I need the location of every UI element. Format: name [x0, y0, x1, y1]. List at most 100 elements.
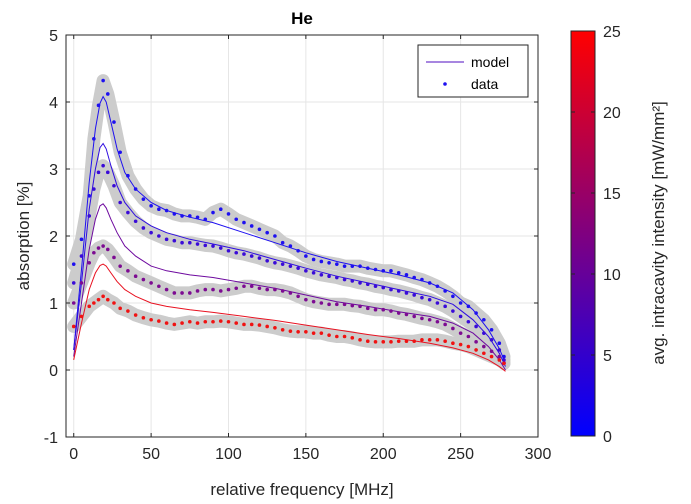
data-point: [234, 217, 239, 222]
data-point: [87, 304, 92, 309]
data-point: [335, 262, 339, 266]
data-point: [133, 274, 138, 279]
data-point: [105, 297, 110, 302]
data-point: [458, 314, 463, 319]
data-point: [358, 338, 362, 342]
model-line: [73, 142, 506, 367]
data-point: [466, 319, 471, 324]
data-point: [203, 217, 208, 222]
y-tick-label: 0: [49, 363, 58, 380]
data-point: [502, 358, 506, 362]
model-line: [73, 263, 506, 372]
data-point: [327, 333, 331, 337]
data-point: [358, 281, 362, 285]
data-point: [242, 252, 246, 256]
data-point: [381, 340, 386, 344]
data-point: [435, 319, 440, 324]
data-point: [105, 170, 110, 175]
data-point: [105, 92, 110, 96]
data-point: [133, 219, 138, 224]
data-point: [296, 266, 300, 270]
data-point: [451, 326, 455, 331]
data-point: [71, 262, 76, 266]
data-point: [126, 309, 130, 313]
data-point: [443, 304, 447, 309]
data-point: [118, 264, 122, 268]
data-point: [188, 291, 192, 295]
data-point: [249, 322, 254, 327]
chart-title: He: [291, 9, 313, 28]
data-point: [350, 336, 355, 340]
data-point: [280, 289, 285, 293]
data-point: [474, 340, 478, 344]
data-point: [389, 309, 393, 313]
data-point: [71, 281, 76, 285]
data-point: [365, 306, 370, 311]
data-point: [288, 244, 293, 248]
data-point: [242, 284, 246, 289]
data-point: [203, 319, 208, 324]
data-point: [79, 237, 84, 242]
data-point: [420, 277, 424, 282]
data-point: [157, 234, 161, 238]
colorbar-tick-label: 5: [603, 348, 612, 365]
data-point: [350, 264, 355, 268]
data-point: [396, 311, 401, 315]
data-point: [280, 240, 285, 245]
data-point: [96, 170, 101, 175]
data-point: [141, 315, 146, 320]
data-point: [435, 338, 440, 342]
colorbar-ticks: 0 5 10 15 20 25: [571, 24, 621, 446]
data-points: [71, 78, 506, 366]
data-point: [92, 137, 96, 141]
data-point: [482, 351, 486, 356]
data-point: [451, 309, 455, 313]
data-point: [474, 324, 478, 329]
data-point: [451, 341, 455, 346]
data-point: [497, 341, 502, 346]
data-point: [211, 244, 215, 248]
colorbar-tick-label: 0: [603, 429, 612, 446]
data-point: [327, 261, 331, 265]
data-point: [502, 361, 506, 366]
data-point: [92, 250, 96, 255]
data-point: [489, 349, 494, 354]
data-point: [172, 212, 177, 216]
data-point: [482, 344, 486, 349]
data-point: [435, 284, 440, 289]
data-point: [420, 316, 424, 321]
data-point: [226, 319, 231, 324]
data-point: [335, 302, 339, 307]
x-tick-label: 300: [525, 446, 552, 463]
legend-data-label: data: [471, 76, 498, 92]
data-point: [172, 238, 177, 243]
data-point: [288, 264, 293, 268]
data-point: [427, 317, 432, 322]
x-tick-label: 50: [142, 446, 160, 463]
data-point: [105, 247, 110, 252]
data-point: [381, 307, 386, 312]
data-point: [180, 321, 184, 325]
data-point: [435, 301, 440, 305]
y-tick-label: 3: [49, 162, 58, 179]
data-point: [226, 287, 231, 292]
data-point: [458, 301, 463, 305]
data-point: [412, 293, 416, 297]
data-point: [180, 240, 184, 245]
data-point: [396, 339, 401, 343]
data-point: [443, 322, 447, 327]
colorbar-label: avg. intracavity intensity [mW/mm²]: [649, 101, 668, 365]
data-point: [203, 287, 208, 292]
data-point: [365, 282, 370, 287]
data-point: [101, 163, 105, 168]
data-point: [234, 286, 239, 291]
data-point: [311, 331, 316, 335]
data-point: [319, 301, 324, 305]
data-point: [381, 269, 386, 273]
data-point: [71, 324, 76, 329]
data-point: [420, 295, 424, 300]
data-point: [497, 354, 502, 359]
legend-box: [417, 44, 529, 98]
data-point: [211, 319, 215, 324]
